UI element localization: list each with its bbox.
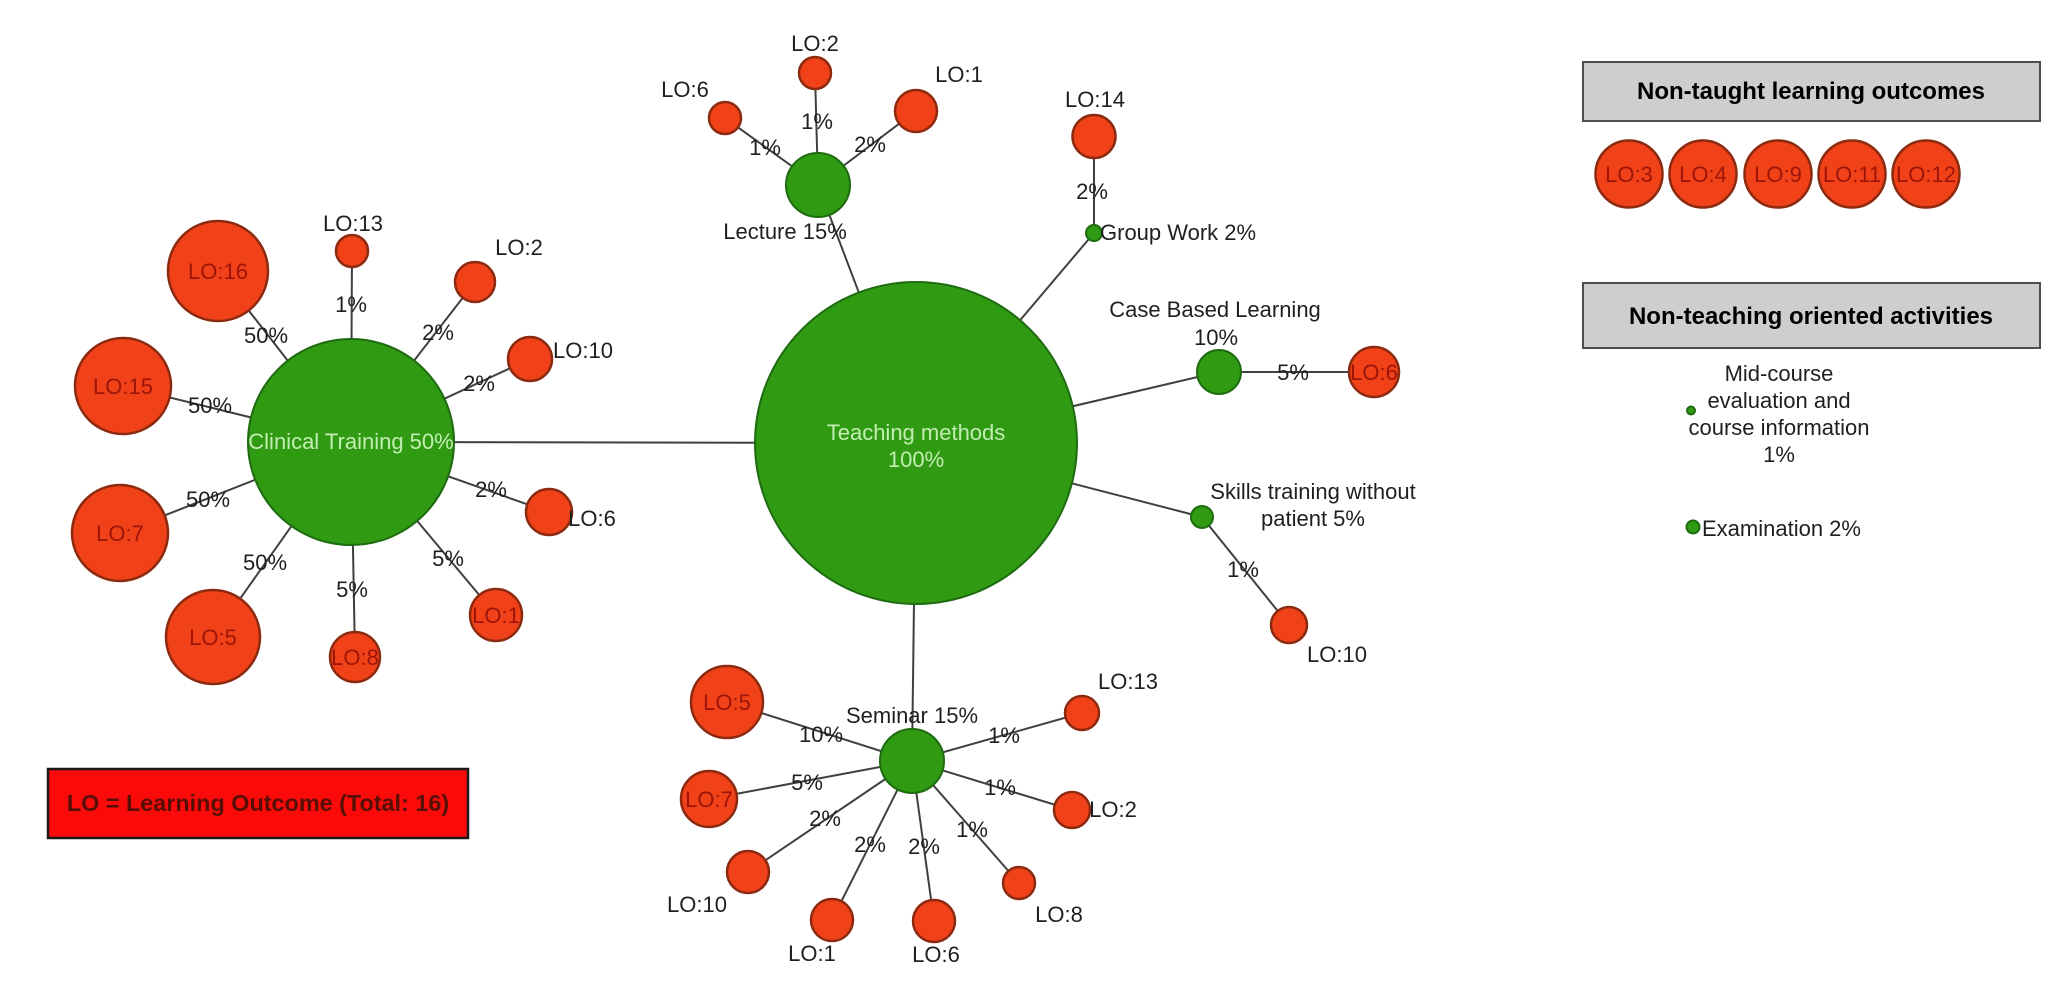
svg-text:1%: 1% — [984, 775, 1016, 800]
svg-text:Group Work 2%: Group Work 2% — [1100, 220, 1256, 245]
svg-text:Skills training without: Skills training without — [1210, 479, 1415, 504]
svg-text:LO:1: LO:1 — [935, 62, 983, 87]
svg-text:LO:15: LO:15 — [93, 374, 153, 399]
svg-text:LO:6: LO:6 — [661, 77, 709, 102]
svg-text:LO:10: LO:10 — [1307, 642, 1367, 667]
svg-text:10%: 10% — [799, 722, 843, 747]
svg-text:LO:11: LO:11 — [1823, 162, 1881, 187]
svg-text:50%: 50% — [244, 323, 288, 348]
svg-text:LO:13: LO:13 — [1098, 669, 1158, 694]
svg-text:Non-teaching oriented activiti: Non-teaching oriented activities — [1629, 303, 1993, 330]
svg-text:LO:6: LO:6 — [568, 506, 616, 531]
svg-text:2%: 2% — [854, 832, 886, 857]
svg-text:5%: 5% — [791, 770, 823, 795]
svg-text:Examination 2%: Examination 2% — [1702, 516, 1861, 541]
svg-text:2%: 2% — [1076, 179, 1108, 204]
svg-text:1%: 1% — [749, 135, 781, 160]
svg-text:LO:12: LO:12 — [1896, 162, 1956, 187]
svg-text:LO:6: LO:6 — [1350, 360, 1398, 385]
svg-text:5%: 5% — [432, 546, 464, 571]
svg-text:LO:5: LO:5 — [703, 690, 751, 715]
svg-text:course information: course information — [1689, 415, 1870, 440]
svg-text:50%: 50% — [243, 550, 287, 575]
svg-text:50%: 50% — [186, 487, 230, 512]
svg-text:LO:1: LO:1 — [788, 941, 836, 966]
svg-text:LO:8: LO:8 — [1035, 902, 1083, 927]
svg-text:LO:7: LO:7 — [96, 521, 144, 546]
svg-text:LO:5: LO:5 — [189, 625, 237, 650]
svg-text:5%: 5% — [1277, 360, 1309, 385]
svg-text:LO:2: LO:2 — [791, 31, 839, 56]
svg-text:LO:16: LO:16 — [188, 259, 248, 284]
svg-text:Non-taught learning outcomes: Non-taught learning outcomes — [1637, 78, 1985, 105]
svg-text:Mid-course: Mid-course — [1725, 361, 1834, 386]
svg-text:1%: 1% — [1227, 557, 1259, 582]
svg-text:LO:6: LO:6 — [912, 942, 960, 967]
svg-text:2%: 2% — [422, 320, 454, 345]
svg-text:LO:13: LO:13 — [323, 211, 383, 236]
svg-text:Case Based Learning: Case Based Learning — [1109, 297, 1321, 322]
svg-text:LO:2: LO:2 — [495, 235, 543, 260]
svg-text:Clinical Training 50%: Clinical Training 50% — [248, 429, 453, 454]
svg-text:1%: 1% — [988, 723, 1020, 748]
svg-text:100%: 100% — [888, 447, 944, 472]
svg-text:LO:1: LO:1 — [472, 603, 520, 628]
svg-text:Lecture 15%: Lecture 15% — [723, 219, 847, 244]
svg-text:LO:14: LO:14 — [1065, 87, 1125, 112]
svg-text:5%: 5% — [336, 577, 368, 602]
svg-text:evaluation and: evaluation and — [1707, 388, 1850, 413]
svg-text:LO:9: LO:9 — [1754, 162, 1802, 187]
svg-text:50%: 50% — [188, 393, 232, 418]
svg-text:1%: 1% — [335, 292, 367, 317]
svg-text:Teaching methods: Teaching methods — [827, 420, 1006, 445]
svg-text:LO:10: LO:10 — [667, 892, 727, 917]
svg-text:LO:7: LO:7 — [685, 787, 733, 812]
svg-text:2%: 2% — [809, 806, 841, 831]
svg-text:patient 5%: patient 5% — [1261, 506, 1365, 531]
svg-text:LO:8: LO:8 — [331, 645, 379, 670]
svg-text:LO:10: LO:10 — [553, 338, 613, 363]
svg-text:2%: 2% — [854, 132, 886, 157]
svg-text:2%: 2% — [475, 477, 507, 502]
svg-text:1%: 1% — [956, 817, 988, 842]
svg-text:1%: 1% — [801, 109, 833, 134]
svg-text:10%: 10% — [1194, 325, 1238, 350]
svg-text:LO:2: LO:2 — [1089, 797, 1137, 822]
svg-text:LO:4: LO:4 — [1679, 162, 1727, 187]
svg-text:2%: 2% — [463, 371, 495, 396]
svg-text:LO:3: LO:3 — [1605, 162, 1653, 187]
svg-text:LO = Learning Outcome (Total:: LO = Learning Outcome (Total: 16) — [67, 790, 449, 816]
svg-text:2%: 2% — [908, 834, 940, 859]
svg-text:1%: 1% — [1763, 442, 1795, 467]
svg-text:Seminar 15%: Seminar 15% — [846, 703, 978, 728]
